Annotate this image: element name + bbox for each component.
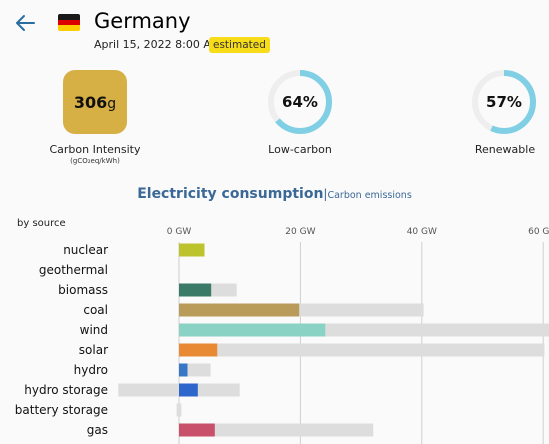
chart-tabs: Electricity consumption|Carbon emissions	[0, 183, 549, 202]
category-label: hydro storage	[24, 383, 108, 397]
estimated-badge: estimated	[209, 37, 270, 53]
production-bar	[179, 363, 188, 377]
production-bar	[179, 283, 212, 297]
x-tick-label: 40 GW	[407, 227, 437, 237]
production-bar	[179, 303, 300, 317]
renewable-label: Renewable	[474, 143, 536, 156]
carbon-intensity-label: Carbon Intensity	[49, 143, 141, 156]
category-label: gas	[87, 423, 108, 437]
low-carbon-value: 64%	[282, 93, 318, 111]
tab-carbon-emissions[interactable]: Carbon emissions	[327, 190, 412, 201]
category-label: nuclear	[63, 243, 108, 257]
category-label: battery storage	[15, 403, 108, 417]
production-bar	[179, 323, 326, 337]
category-label: solar	[79, 343, 108, 357]
renewable-gauge: 57%	[471, 69, 537, 135]
germany-flag-icon	[58, 14, 80, 31]
production-bar	[179, 383, 198, 397]
tab-separator: |	[323, 187, 328, 201]
category-label: hydro	[74, 363, 108, 377]
capacity-bar	[179, 423, 374, 437]
by-source-label: by source	[17, 218, 66, 229]
x-tick-label: 0 GW	[167, 227, 192, 237]
production-bar	[179, 423, 215, 437]
x-tick-label: 60 GW	[528, 227, 549, 237]
renewable-value: 57%	[486, 93, 522, 111]
capacity-bar	[179, 343, 545, 357]
x-tick-label: 20 GW	[285, 227, 315, 237]
low-carbon-label: Low-carbon	[268, 143, 332, 156]
back-arrow-icon[interactable]	[14, 12, 36, 34]
production-bar	[179, 243, 205, 257]
category-label: wind	[80, 323, 108, 337]
consumption-bar-chart: 0 GW 20 GW 40 GW 60 GW nuclear geothermal biom…	[15, 227, 549, 444]
country-name: Germany	[94, 9, 191, 33]
carbon-intensity-box: 306g	[63, 70, 127, 134]
category-label: coal	[83, 303, 108, 317]
datetime: April 15, 2022 8:00 AM	[94, 38, 221, 51]
category-label: biomass	[58, 283, 108, 297]
production-bar	[179, 343, 218, 357]
low-carbon-gauge: 64%	[267, 69, 333, 135]
tab-electricity-consumption[interactable]: Electricity consumption	[137, 186, 324, 202]
category-label: geothermal	[39, 263, 108, 277]
capacity-bar	[176, 403, 182, 417]
carbon-intensity-unit-label: (gCO₂eq/kWh)	[70, 157, 120, 165]
carbon-intensity-value: 306g	[73, 92, 117, 112]
